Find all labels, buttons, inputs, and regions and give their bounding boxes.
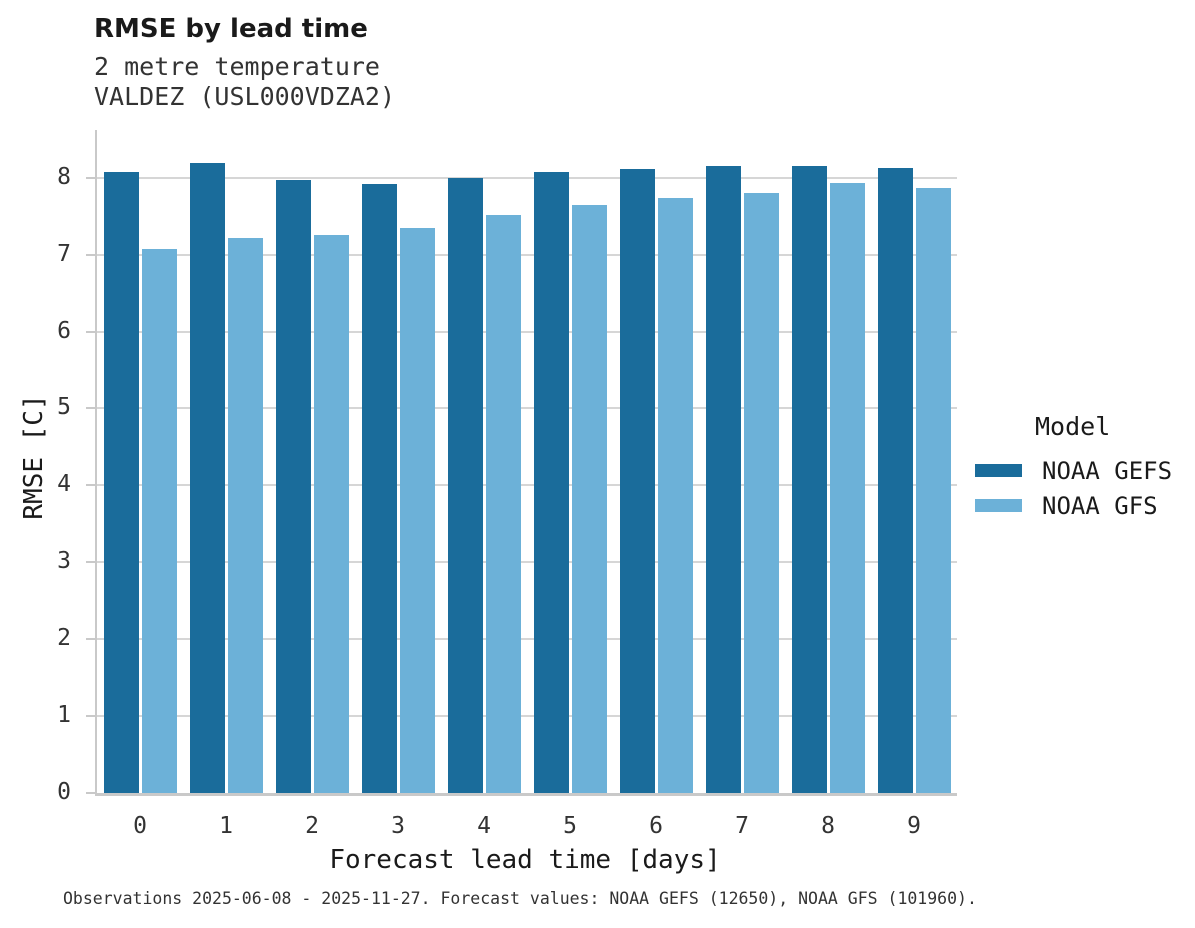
bar-noaa-gfs-day-4	[485, 215, 521, 793]
bar-noaa-gefs-day-4	[447, 177, 483, 793]
bar-noaa-gefs-day-0	[103, 171, 139, 793]
x-tick-label-0: 0	[133, 813, 147, 839]
gridline-y-2	[97, 638, 957, 641]
y-axis-tick-3	[86, 561, 95, 564]
bar-noaa-gfs-day-2	[313, 235, 349, 793]
bar-noaa-gfs-day-1	[227, 238, 263, 793]
x-axis-label: Forecast lead time [days]	[329, 845, 721, 875]
y-tick-label-6: 6	[57, 317, 71, 344]
y-tick-label-7: 7	[57, 240, 71, 267]
y-tick-label-3: 3	[57, 548, 71, 575]
legend-swatch-noaa-gfs	[975, 499, 1022, 512]
gridline-y-8	[97, 176, 957, 179]
x-tick-label-9: 9	[907, 813, 921, 839]
legend-entry-noaa-gfs: NOAA GFS	[975, 488, 1190, 523]
bar-noaa-gfs-day-7	[743, 193, 779, 793]
y-axis-tick-0	[86, 792, 95, 794]
y-tick-label-2: 2	[57, 625, 71, 652]
x-tick-label-7: 7	[735, 813, 749, 839]
bar-noaa-gfs-day-8	[829, 183, 865, 793]
x-tick-label-4: 4	[477, 813, 491, 839]
x-tick-label-8: 8	[821, 813, 835, 839]
legend-entry-noaa-gefs: NOAA GEFS	[975, 453, 1190, 488]
y-axis-tick-7	[86, 253, 95, 256]
gridline-y-3	[97, 561, 957, 564]
legend-entries: NOAA GEFS NOAA GFS	[975, 453, 1190, 523]
plot-area: 0 1 2 3 4 5 6 7 8 0 1 2 3 4 5 6 7 8 9	[57, 130, 957, 839]
y-axis-tick-4	[86, 484, 95, 487]
y-axis-tick-2	[86, 638, 95, 641]
chart-subtitle-variable: 2 metre temperature	[94, 52, 380, 81]
x-tick-label-5: 5	[563, 813, 577, 839]
bar-noaa-gefs-day-9	[877, 167, 913, 793]
y-tick-label-1: 1	[57, 702, 71, 729]
legend: Model NOAA GEFS NOAA GFS	[975, 412, 1190, 523]
gridline-y-4	[97, 484, 957, 487]
gridline-y-7	[97, 253, 957, 256]
y-axis-tick-8	[86, 176, 95, 179]
x-tick-label-6: 6	[649, 813, 663, 839]
gridline-y-6	[97, 330, 957, 333]
chart-title: RMSE by lead time	[94, 14, 368, 44]
bar-noaa-gefs-day-2	[275, 180, 311, 793]
legend-title: Model	[1035, 412, 1111, 441]
bar-noaa-gefs-day-3	[361, 183, 397, 793]
y-tick-label-5: 5	[57, 394, 71, 421]
bar-noaa-gfs-day-6	[657, 197, 693, 793]
y-tick-label-0: 0	[57, 779, 71, 805]
y-axis-tick-5	[86, 407, 95, 410]
bar-noaa-gefs-day-5	[533, 171, 569, 793]
legend-label-noaa-gfs: NOAA GFS	[1042, 491, 1158, 520]
bar-noaa-gfs-day-3	[399, 228, 435, 793]
y-tick-label-4: 4	[57, 471, 71, 498]
bar-noaa-gefs-day-6	[619, 169, 655, 793]
y-tick-label-8: 8	[57, 163, 71, 190]
bar-noaa-gefs-day-7	[705, 166, 741, 793]
bar-noaa-gefs-day-1	[189, 163, 225, 793]
gridline-y-1	[97, 715, 957, 718]
bar-noaa-gfs-day-0	[141, 249, 177, 793]
x-tick-label-2: 2	[305, 813, 319, 839]
legend-label-noaa-gefs: NOAA GEFS	[1042, 456, 1173, 485]
legend-swatch-noaa-gefs	[975, 464, 1022, 477]
bar-noaa-gefs-day-8	[791, 166, 827, 793]
bar-noaa-gfs-day-5	[571, 205, 607, 793]
y-axis-tick-1	[86, 715, 95, 718]
y-axis-tick-6	[86, 330, 95, 333]
chart-subtitle-station: VALDEZ (USL000VDZA2)	[94, 82, 396, 111]
gridline-y-5	[97, 407, 957, 410]
bar-noaa-gfs-day-9	[915, 187, 951, 793]
x-tick-label-3: 3	[391, 813, 405, 839]
caption: Observations 2025-06-08 - 2025-11-27. Fo…	[63, 889, 977, 908]
x-tick-label-1: 1	[219, 813, 233, 839]
